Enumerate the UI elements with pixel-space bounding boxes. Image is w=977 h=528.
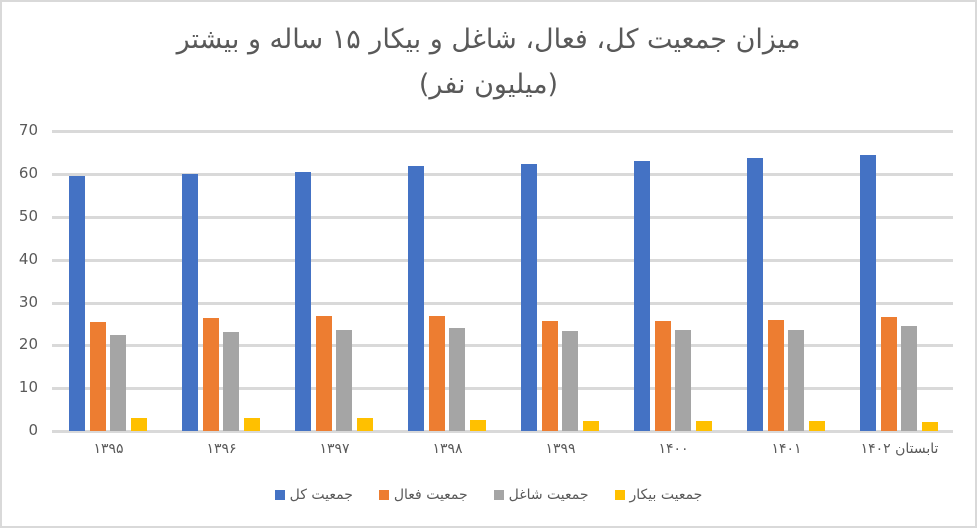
y-tick-label: 70 <box>18 121 38 140</box>
bar[interactable] <box>809 421 825 431</box>
bar[interactable] <box>244 418 260 431</box>
gridline <box>52 344 953 348</box>
bar[interactable] <box>788 329 804 431</box>
bar[interactable] <box>69 176 85 431</box>
gridline <box>52 130 953 134</box>
y-tick-label: 30 <box>18 292 38 311</box>
bar[interactable] <box>90 321 106 431</box>
bar[interactable] <box>696 421 712 431</box>
bar[interactable] <box>583 421 599 431</box>
legend-item[interactable]: جمعیت بیکار <box>614 486 703 504</box>
legend-swatch-icon <box>274 490 285 500</box>
gridline <box>52 173 953 177</box>
chart-title: میزان جمعیت کل، فعال، شاغل و بیکار ۱۵ سا… <box>176 24 801 55</box>
bar[interactable] <box>768 319 784 431</box>
bar[interactable] <box>449 327 465 431</box>
x-tick-label: ۱۴۰۰ <box>658 441 689 457</box>
chart-legend: جمعیت کل جمعیت فعال جمعیت شاغل جمعیت بیکار <box>0 484 977 506</box>
gridline <box>52 258 953 262</box>
bar[interactable] <box>203 318 219 431</box>
legend-item[interactable]: جمعیت فعال <box>378 486 468 504</box>
bar[interactable] <box>182 174 198 431</box>
x-tick-label: ۱۳۹۵ <box>93 441 124 457</box>
bar[interactable] <box>110 335 126 431</box>
bar[interactable] <box>747 157 763 431</box>
x-tick-label: ۱۳۹۷ <box>319 441 350 457</box>
bar[interactable] <box>408 166 424 431</box>
gridline <box>52 430 953 433</box>
y-tick-label: 0 <box>28 421 38 439</box>
bar[interactable] <box>922 422 938 431</box>
x-tick-label: تابستان ۱۴۰۲ <box>860 441 939 457</box>
gridline <box>52 387 953 391</box>
bar[interactable] <box>429 315 445 431</box>
bar[interactable] <box>131 418 147 431</box>
bar[interactable] <box>881 316 897 431</box>
legend-item[interactable]: جمعیت شاغل <box>493 486 589 504</box>
legend-swatch-icon <box>493 490 504 500</box>
bar[interactable] <box>860 154 876 431</box>
bar[interactable] <box>470 420 486 431</box>
bar[interactable] <box>901 325 917 431</box>
legend-swatch-icon <box>614 490 625 500</box>
x-tick-label: ۱۳۹۶ <box>206 441 237 457</box>
y-tick-label: 10 <box>18 378 38 397</box>
legend-swatch-icon <box>378 490 389 500</box>
bar[interactable] <box>675 330 691 431</box>
x-tick-label: ۱۳۹۹ <box>545 441 576 457</box>
gridline <box>52 216 953 219</box>
bar[interactable] <box>223 332 239 431</box>
legend-label: جمعیت کل <box>289 487 353 503</box>
bar[interactable] <box>336 329 352 431</box>
bar[interactable] <box>357 418 373 431</box>
bar[interactable] <box>316 315 332 431</box>
bar[interactable] <box>655 320 671 431</box>
y-tick-label: 20 <box>18 335 38 354</box>
legend-label: جمعیت بیکار <box>629 487 703 503</box>
bar[interactable] <box>634 160 650 431</box>
legend-item[interactable]: جمعیت کل <box>274 486 353 504</box>
bar[interactable] <box>542 321 558 431</box>
y-tick-label: 50 <box>18 207 38 225</box>
x-tick-label: ۱۴۰۱ <box>771 441 802 457</box>
bar[interactable] <box>562 331 578 431</box>
legend-label: جمعیت فعال <box>393 487 468 503</box>
bar[interactable] <box>295 171 311 431</box>
legend-label: جمعیت شاغل <box>508 487 589 503</box>
x-tick-label: ۱۳۹۸ <box>432 441 463 457</box>
bar[interactable] <box>521 163 537 431</box>
y-tick-label: 40 <box>18 249 38 268</box>
y-tick-label: 60 <box>18 164 38 183</box>
chart-subtitle: (میلیون نفر) <box>418 69 559 100</box>
gridline <box>52 301 953 305</box>
